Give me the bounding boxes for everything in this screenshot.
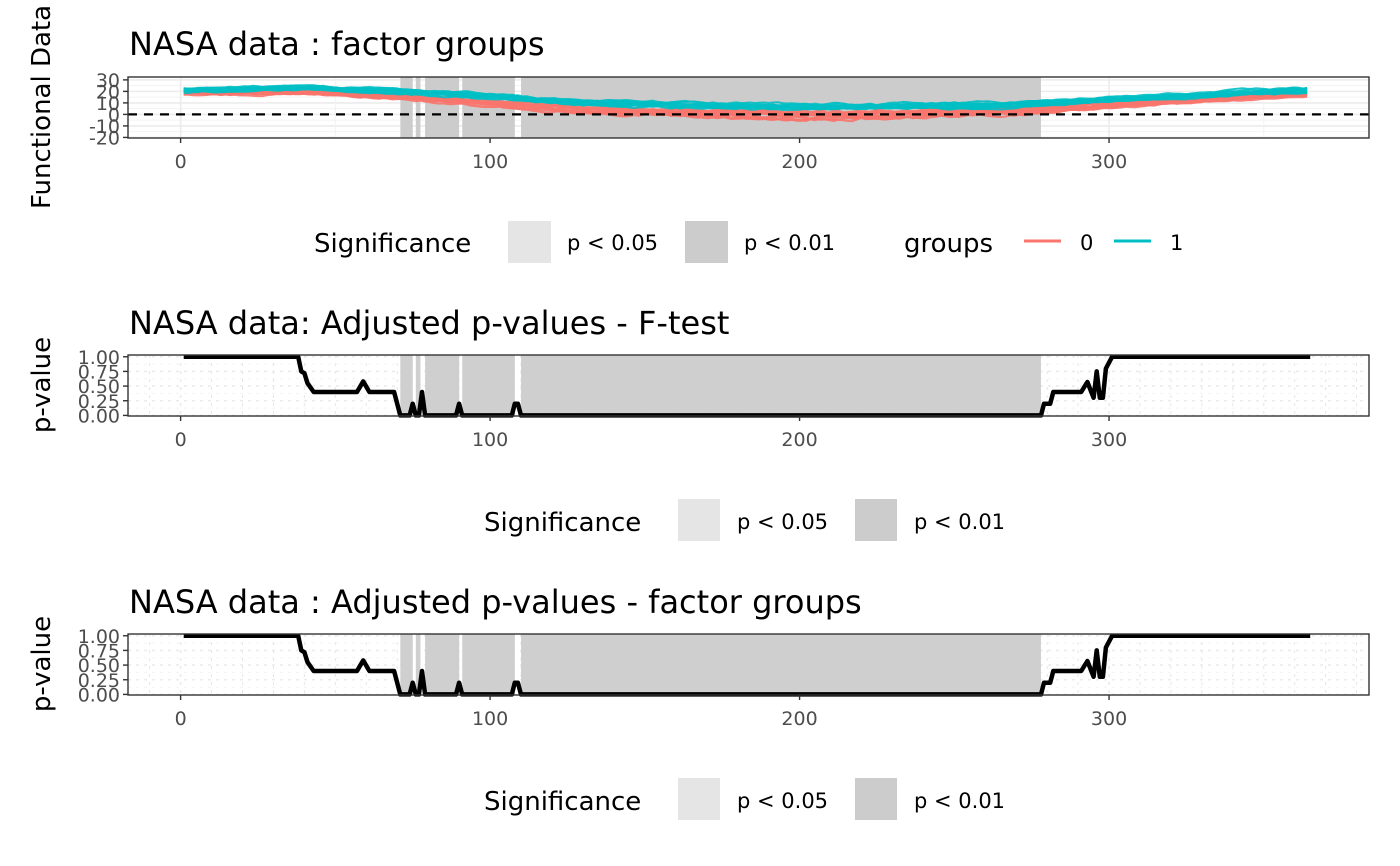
ftest-pvalue-panel: NASA data: Adjusted p-values - F-test p-… [27,304,1370,541]
x-tick-label: 300 [1091,429,1127,451]
y-tick-label: 0.50 [78,376,120,398]
y-tick-label: 0.00 [78,405,120,427]
y-tick-label: 1.00 [78,347,120,369]
legend: Significance p < 0.05 p < 0.01 groups 0 … [314,221,1183,263]
legend: Significance p < 0.05 p < 0.01 [484,499,1005,541]
significance-region [400,634,413,695]
significance-region [425,634,460,695]
legend-key-p001 [685,221,728,263]
legend-label-group-0: 0 [1080,231,1093,255]
panel-title: NASA data : factor groups [129,25,545,63]
legend-key-p005 [508,221,551,263]
panel-title: NASA data: Adjusted p-values - F-test [129,304,729,342]
significance-region [425,77,460,138]
plot-area: 0 100 200 300 1.000.750.500.250.00 [78,347,1370,451]
y-axis-label: p-value [27,337,57,433]
significance-region [415,77,421,138]
significance-region [415,355,421,416]
legend-key-p005 [678,778,720,820]
legend-label-p001: p < 0.01 [914,789,1005,813]
series-1-curve [183,87,1308,111]
y-tick-label: 20 [96,81,120,103]
y-tick-label: 0 [108,104,120,126]
significance-region [415,634,421,695]
x-tick-label: 100 [472,708,508,730]
legend-significance-title: Significance [314,229,471,259]
significance-region [462,634,515,695]
panel-border [127,76,1370,139]
y-tick-label: 0.75 [78,640,120,662]
significance-region [521,634,1041,695]
plot-area: 0 100 200 300 1.000.750.500.250.00 [78,626,1370,730]
x-tick-label: 300 [1091,708,1127,730]
y-axis-label: p-value [27,616,57,712]
y-tick-label: 1.00 [78,626,120,648]
factor-pvalue-panel: NASA data : Adjusted p-values - factor g… [27,583,1370,820]
significance-region [400,355,413,416]
legend-label-p005: p < 0.05 [737,510,828,534]
y-tick-label: -10 [89,116,120,138]
legend-groups-title: groups [904,229,993,259]
x-tick-label: 100 [472,151,508,173]
y-tick-label: 0.50 [78,655,120,677]
x-tick-label: 200 [781,429,817,451]
legend-label-p005: p < 0.05 [567,231,658,255]
legend-significance-title: Significance [484,787,641,817]
x-tick-label: 300 [1091,151,1127,173]
functional-data-panel: NASA data : factor groups Functional Dat… [27,5,1370,263]
pvalue-line [183,354,1311,418]
y-tick-label: -20 [89,127,120,149]
y-tick-label: 0.25 [78,670,120,692]
series-1-curve [183,84,1308,108]
significance-region [462,355,515,416]
significance-region [425,355,460,416]
legend-label-group-1: 1 [1170,231,1183,255]
legend-label-p005: p < 0.05 [737,789,828,813]
legend: Significance p < 0.05 p < 0.01 [484,778,1005,820]
legend-key-p001 [855,499,897,541]
y-tick-label: 0.75 [78,361,120,383]
series-0-curve [183,91,1308,123]
y-tick-label: 30 [96,70,120,92]
legend-key-p001 [855,778,897,820]
legend-significance-title: Significance [484,508,641,538]
x-tick-label: 100 [472,429,508,451]
x-tick-label: 200 [781,151,817,173]
x-tick-label: 0 [175,708,187,730]
series-0-curve [183,91,1308,118]
x-tick-label: 0 [175,429,187,451]
legend-label-p001: p < 0.01 [914,510,1005,534]
significance-region [400,77,413,138]
panel-title: NASA data : Adjusted p-values - factor g… [129,583,862,621]
y-tick-label: 10 [96,93,120,115]
pvalue-line [183,633,1311,697]
legend-label-p001: p < 0.01 [744,231,835,255]
x-tick-label: 200 [781,708,817,730]
significance-region [521,355,1041,416]
y-tick-label: 0.25 [78,391,120,413]
y-axis-label: Functional Data [27,5,57,209]
x-tick-label: 0 [175,151,187,173]
y-tick-label: 0.00 [78,684,120,706]
legend-key-p005 [678,499,720,541]
